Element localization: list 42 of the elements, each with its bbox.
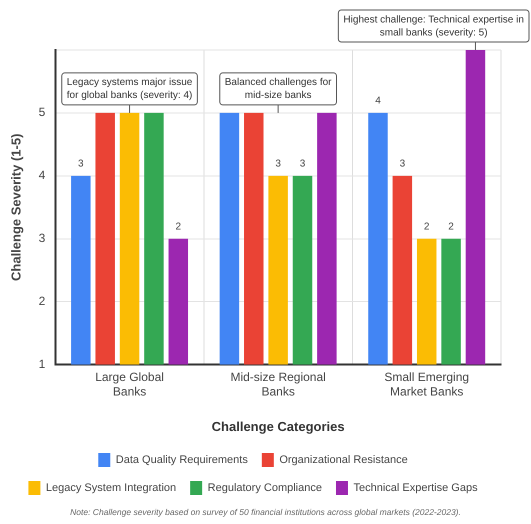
data-label: 2 [448, 222, 454, 233]
data-label: 4 [375, 96, 382, 107]
data-label: 2 [176, 222, 182, 233]
y-tick-label: 5 [38, 105, 46, 120]
bar [220, 112, 240, 365]
bar [168, 238, 188, 365]
x-tick-label: Large Global Banks [95, 370, 164, 399]
legend-label: Organizational Resistance [279, 454, 408, 466]
x-tick-label: Small Emerging Market Banks [384, 370, 470, 399]
x-tick-label: Mid-size Regional Banks [230, 370, 326, 399]
bar [466, 50, 486, 365]
bar [244, 112, 264, 365]
bar [441, 238, 461, 365]
text: Highest challenge: Technical expertise in small banks (severity: 5) [343, 14, 524, 38]
bar [317, 112, 337, 365]
legend-label: Regulatory Compliance [208, 482, 322, 494]
bar [392, 176, 412, 365]
y-tick-label: 3 [38, 231, 46, 246]
data-label: 3 [300, 158, 306, 170]
legend-label: Legacy System Integration [46, 482, 176, 494]
y-tick-label: 2 [38, 294, 46, 308]
legend-label: Technical Expertise Gaps [353, 482, 478, 494]
y-tick-label: 4 [38, 168, 46, 182]
bar [416, 238, 436, 365]
data-label: 3 [78, 158, 84, 170]
x-axis-title: Challenge Categories [212, 418, 345, 434]
legend-label: Data Quality Requirements [116, 454, 248, 466]
bar [120, 112, 140, 365]
bar [144, 112, 164, 365]
data-label: 3 [400, 158, 406, 170]
bar [95, 112, 115, 365]
annotation: Balanced challenges for mid-size banks [224, 77, 332, 102]
bar [71, 176, 91, 365]
annotation: Legacy systems major issue for global banks (severity: 4) [66, 77, 193, 102]
y-tick-label: 1 [38, 356, 46, 371]
data-label: 2 [424, 222, 430, 233]
text: Note: Challenge severity based on survey of 50 financial institutions across global markets (2022-2023). [69, 507, 462, 517]
data-label: 3 [275, 158, 282, 170]
bar [268, 176, 288, 365]
bar [368, 112, 388, 365]
y-axis-title: Challenge Severity (1-5) [8, 134, 24, 281]
bar [292, 176, 312, 365]
